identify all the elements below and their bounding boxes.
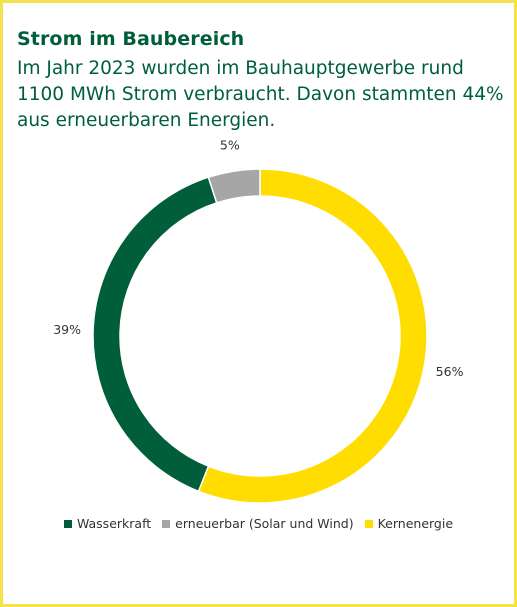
slice-value-label-1: 39% — [53, 322, 81, 337]
legend-swatch-icon — [63, 519, 72, 528]
donut-slice-0 — [197, 168, 428, 504]
chart-subtitle: Im Jahr 2023 wurden im Bauhauptgewerbe r… — [17, 58, 504, 131]
donut-chart: 56% 39% 5% — [53, 137, 464, 504]
slice-value-label-2: 5% — [220, 137, 240, 152]
chart-legend: Wasserkraft erneuerbar (Solar und Wind) Ke… — [3, 516, 514, 531]
legend-label: Kernenergie — [377, 516, 454, 531]
legend-item-0: Wasserkraft — [63, 516, 152, 531]
legend-label: erneuerbar (Solar und Wind) — [175, 516, 354, 531]
chart-title: Strom im Baubereich — [17, 28, 245, 50]
legend-swatch-icon — [364, 519, 373, 528]
legend-item-1: erneuerbar (Solar und Wind) — [162, 516, 354, 531]
slice-value-label-0: 56% — [436, 364, 464, 379]
donut-slice-2 — [207, 168, 261, 204]
legend-item-2: Kernenergie — [364, 516, 454, 531]
legend-swatch-icon — [162, 519, 171, 528]
legend-label: Wasserkraft — [76, 516, 152, 531]
donut-slice-1 — [92, 176, 218, 493]
